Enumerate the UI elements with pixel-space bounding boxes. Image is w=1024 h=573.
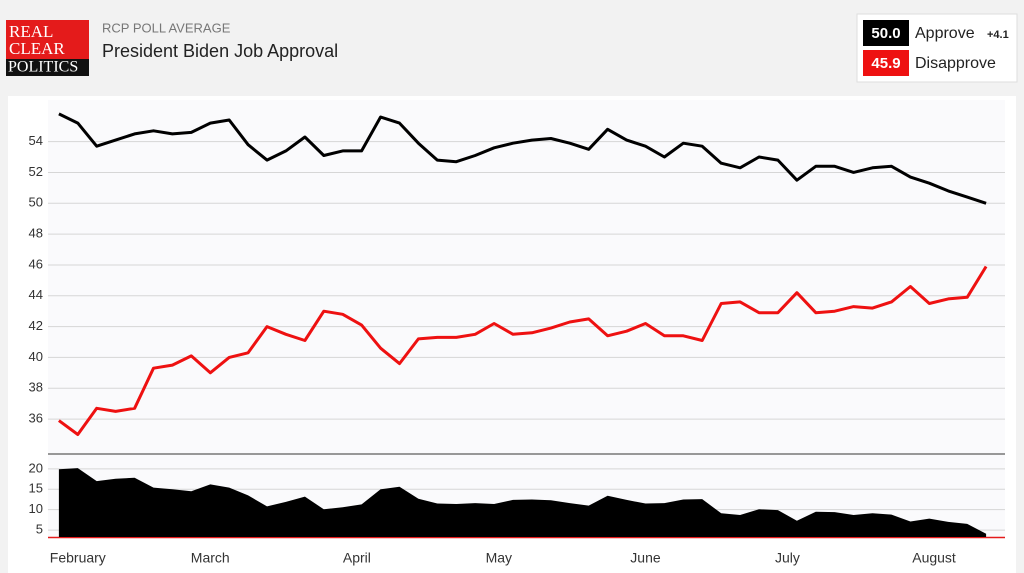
- legend: 50.0 Approve +4.1 45.9 Disapprove: [856, 13, 1018, 83]
- y-tick-label: 10: [29, 501, 43, 516]
- x-tick-label: July: [775, 550, 800, 566]
- spread-area: [58, 468, 987, 537]
- series-line: [58, 112, 987, 205]
- y-tick-label: 46: [29, 256, 43, 271]
- y-tick-label: 5: [36, 522, 43, 537]
- plot-layer: February March April May June July August: [48, 112, 1005, 566]
- y-tick-label: 38: [29, 380, 43, 395]
- y-tick-label: 20: [29, 460, 43, 475]
- x-tick-label: March: [191, 550, 230, 566]
- logo-text: CLEAR: [9, 39, 65, 58]
- legend-label: Disapprove: [915, 55, 996, 72]
- y-tick-label: 48: [29, 226, 43, 241]
- y-tick-label: 54: [29, 133, 43, 148]
- legend-swatch: [863, 20, 909, 46]
- legend-spread: +4.1: [987, 29, 1009, 41]
- y-tick-label: 52: [29, 164, 43, 179]
- legend-value: 45.9: [871, 55, 900, 72]
- x-tick-label: May: [486, 550, 512, 566]
- kicker: RCP POLL AVERAGE: [102, 20, 231, 35]
- legend-swatch: [863, 50, 909, 76]
- x-tick-label: June: [630, 550, 661, 566]
- x-tick-label: February: [50, 550, 106, 566]
- logo: REAL CLEAR POLITICS: [6, 20, 89, 76]
- y-tick-label: 44: [29, 287, 43, 302]
- legend-label: Approve: [915, 25, 975, 42]
- y-tick-label: 50: [29, 195, 43, 210]
- plot-area: [48, 100, 1005, 537]
- x-tick-label: August: [912, 550, 956, 566]
- y-tick-label: 15: [29, 481, 43, 496]
- logo-text: REAL: [9, 22, 53, 41]
- logo-band: [6, 59, 89, 76]
- chart-title: President Biden Job Approval: [102, 41, 338, 61]
- x-tick-label: April: [343, 550, 371, 566]
- y-tick-label: 36: [29, 411, 43, 426]
- logo-text: POLITICS: [8, 59, 78, 76]
- y-tick-label: 42: [29, 318, 43, 333]
- y-tick-label: 40: [29, 349, 43, 364]
- series-line: [58, 265, 988, 436]
- legend-value: 50.0: [871, 25, 900, 42]
